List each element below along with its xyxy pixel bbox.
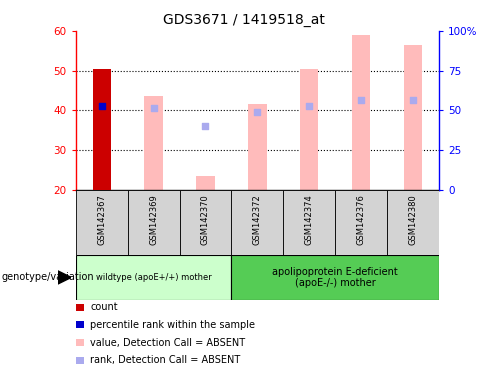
- Text: GSM142374: GSM142374: [305, 194, 314, 245]
- Bar: [387, 190, 439, 255]
- Bar: [76, 255, 231, 300]
- Text: percentile rank within the sample: percentile rank within the sample: [90, 320, 255, 330]
- Text: GSM142372: GSM142372: [253, 194, 262, 245]
- Bar: [180, 190, 231, 255]
- Text: count: count: [90, 302, 118, 312]
- Text: GSM142380: GSM142380: [409, 194, 418, 245]
- Bar: [300, 69, 319, 190]
- Text: GSM142369: GSM142369: [149, 194, 158, 245]
- Text: wildtype (apoE+/+) mother: wildtype (apoE+/+) mother: [96, 273, 211, 282]
- Text: apolipoprotein E-deficient
(apoE-/-) mother: apolipoprotein E-deficient (apoE-/-) mot…: [272, 266, 398, 288]
- Point: [202, 123, 209, 129]
- Point: [357, 98, 365, 104]
- Bar: [144, 96, 163, 190]
- Text: genotype/variation: genotype/variation: [1, 272, 94, 283]
- Bar: [196, 176, 215, 190]
- Point: [305, 103, 313, 109]
- Bar: [335, 190, 387, 255]
- Text: GSM142370: GSM142370: [201, 194, 210, 245]
- Bar: [127, 190, 180, 255]
- Point: [254, 109, 262, 116]
- Text: rank, Detection Call = ABSENT: rank, Detection Call = ABSENT: [90, 355, 241, 365]
- Bar: [93, 69, 111, 190]
- Text: GDS3671 / 1419518_at: GDS3671 / 1419518_at: [163, 13, 325, 27]
- Bar: [231, 255, 439, 300]
- Bar: [248, 104, 266, 190]
- Text: GSM142376: GSM142376: [357, 194, 366, 245]
- Point: [150, 105, 158, 111]
- Bar: [404, 45, 422, 190]
- Point: [409, 98, 417, 104]
- Point: [98, 103, 105, 109]
- Text: value, Detection Call = ABSENT: value, Detection Call = ABSENT: [90, 338, 245, 348]
- Bar: [231, 190, 284, 255]
- Bar: [352, 35, 370, 190]
- Bar: [76, 190, 127, 255]
- Text: GSM142367: GSM142367: [97, 194, 106, 245]
- Polygon shape: [58, 271, 71, 284]
- Bar: [284, 190, 335, 255]
